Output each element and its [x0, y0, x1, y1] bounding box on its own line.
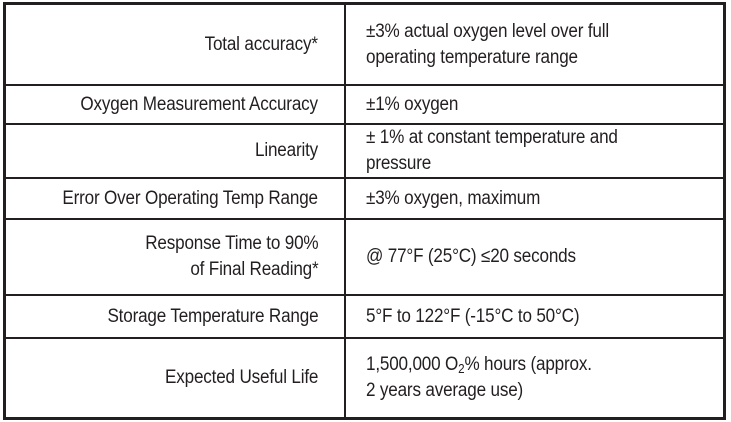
table-row-error-over-operating-temp-range: Error Over Operating Temp Range ±3% oxyg…: [3, 177, 726, 220]
table-row-expected-useful-life: Expected Useful Life 1,500,000 O2% hours…: [3, 337, 726, 420]
oxygen-subscript: 2: [458, 360, 465, 376]
spec-value-cell: 5°F to 122°F (-15°C to 50°C): [344, 294, 726, 339]
table-row-storage-temperature-range: Storage Temperature Range 5°F to 122°F (…: [3, 294, 726, 339]
spec-label: Linearity: [254, 140, 318, 161]
spec-value-cell: ±3% actual oxygen level over full operat…: [344, 2, 726, 86]
value-text-post: % hours (approx.: [464, 354, 592, 375]
spec-value-line: 2 years average use): [366, 380, 524, 401]
spec-label: Expected Useful Life: [164, 367, 318, 388]
table-row-oxygen-measurement-accuracy: Oxygen Measurement Accuracy ±1% oxygen: [3, 84, 726, 125]
spec-value: ± 1% at constant temperature and pressur…: [366, 127, 618, 174]
spec-label: Response Time to 90% of Final Reading*: [145, 231, 318, 283]
specifications-table: Total accuracy* ±3% actual oxygen level …: [3, 2, 726, 420]
spec-label-cell: Oxygen Measurement Accuracy: [3, 84, 346, 125]
spec-label: Oxygen Measurement Accuracy: [80, 93, 318, 115]
spec-value-cell: ±1% oxygen: [344, 84, 726, 125]
spec-label-line: of Final Reading*: [189, 259, 318, 280]
spec-label-line: Response Time to 90%: [144, 233, 318, 254]
spec-value-cell: ±3% oxygen, maximum: [344, 177, 726, 220]
spec-value-line: operating temperature range: [366, 46, 578, 68]
value-text-pre: 1,500,000 O: [366, 354, 459, 375]
spec-label: Error Over Operating Temp Range: [62, 187, 319, 209]
spec-value: @ 77°F (25°C) ≤20 seconds: [366, 246, 576, 267]
table-row-total-accuracy: Total accuracy* ±3% actual oxygen level …: [3, 2, 726, 86]
spec-value-cell: ± 1% at constant temperature and pressur…: [344, 123, 726, 179]
spec-value: ±3% oxygen, maximum: [366, 187, 541, 209]
spec-label-cell: Total accuracy*: [3, 2, 346, 86]
spec-label-cell: Response Time to 90% of Final Reading*: [3, 218, 346, 296]
table-row-response-time: Response Time to 90% of Final Reading* @…: [3, 218, 726, 296]
spec-value: 5°F to 122°F (-15°C to 50°C): [366, 305, 580, 327]
spec-value-cell: 1,500,000 O2% hours (approx. 2 years ave…: [344, 337, 726, 420]
spec-label-cell: Storage Temperature Range: [3, 294, 346, 339]
spec-value: ±1% oxygen: [366, 93, 459, 115]
table-row-linearity: Linearity ± 1% at constant temperature a…: [3, 123, 726, 179]
spec-value: 1,500,000 O2% hours (approx. 2 years ave…: [366, 352, 592, 404]
spec-value-line: ±3% actual oxygen level over full: [366, 20, 609, 42]
spec-label: Total accuracy*: [204, 33, 318, 55]
spec-label-cell: Linearity: [3, 123, 346, 179]
spec-label: Storage Temperature Range: [107, 305, 318, 327]
spec-value: ±3% actual oxygen level over full operat…: [366, 19, 609, 71]
spec-value-line: 1,500,000 O2% hours (approx.: [366, 352, 592, 378]
spec-label-cell: Expected Useful Life: [3, 337, 346, 420]
spec-label-cell: Error Over Operating Temp Range: [3, 177, 346, 220]
spec-value-cell: @ 77°F (25°C) ≤20 seconds: [344, 218, 726, 296]
